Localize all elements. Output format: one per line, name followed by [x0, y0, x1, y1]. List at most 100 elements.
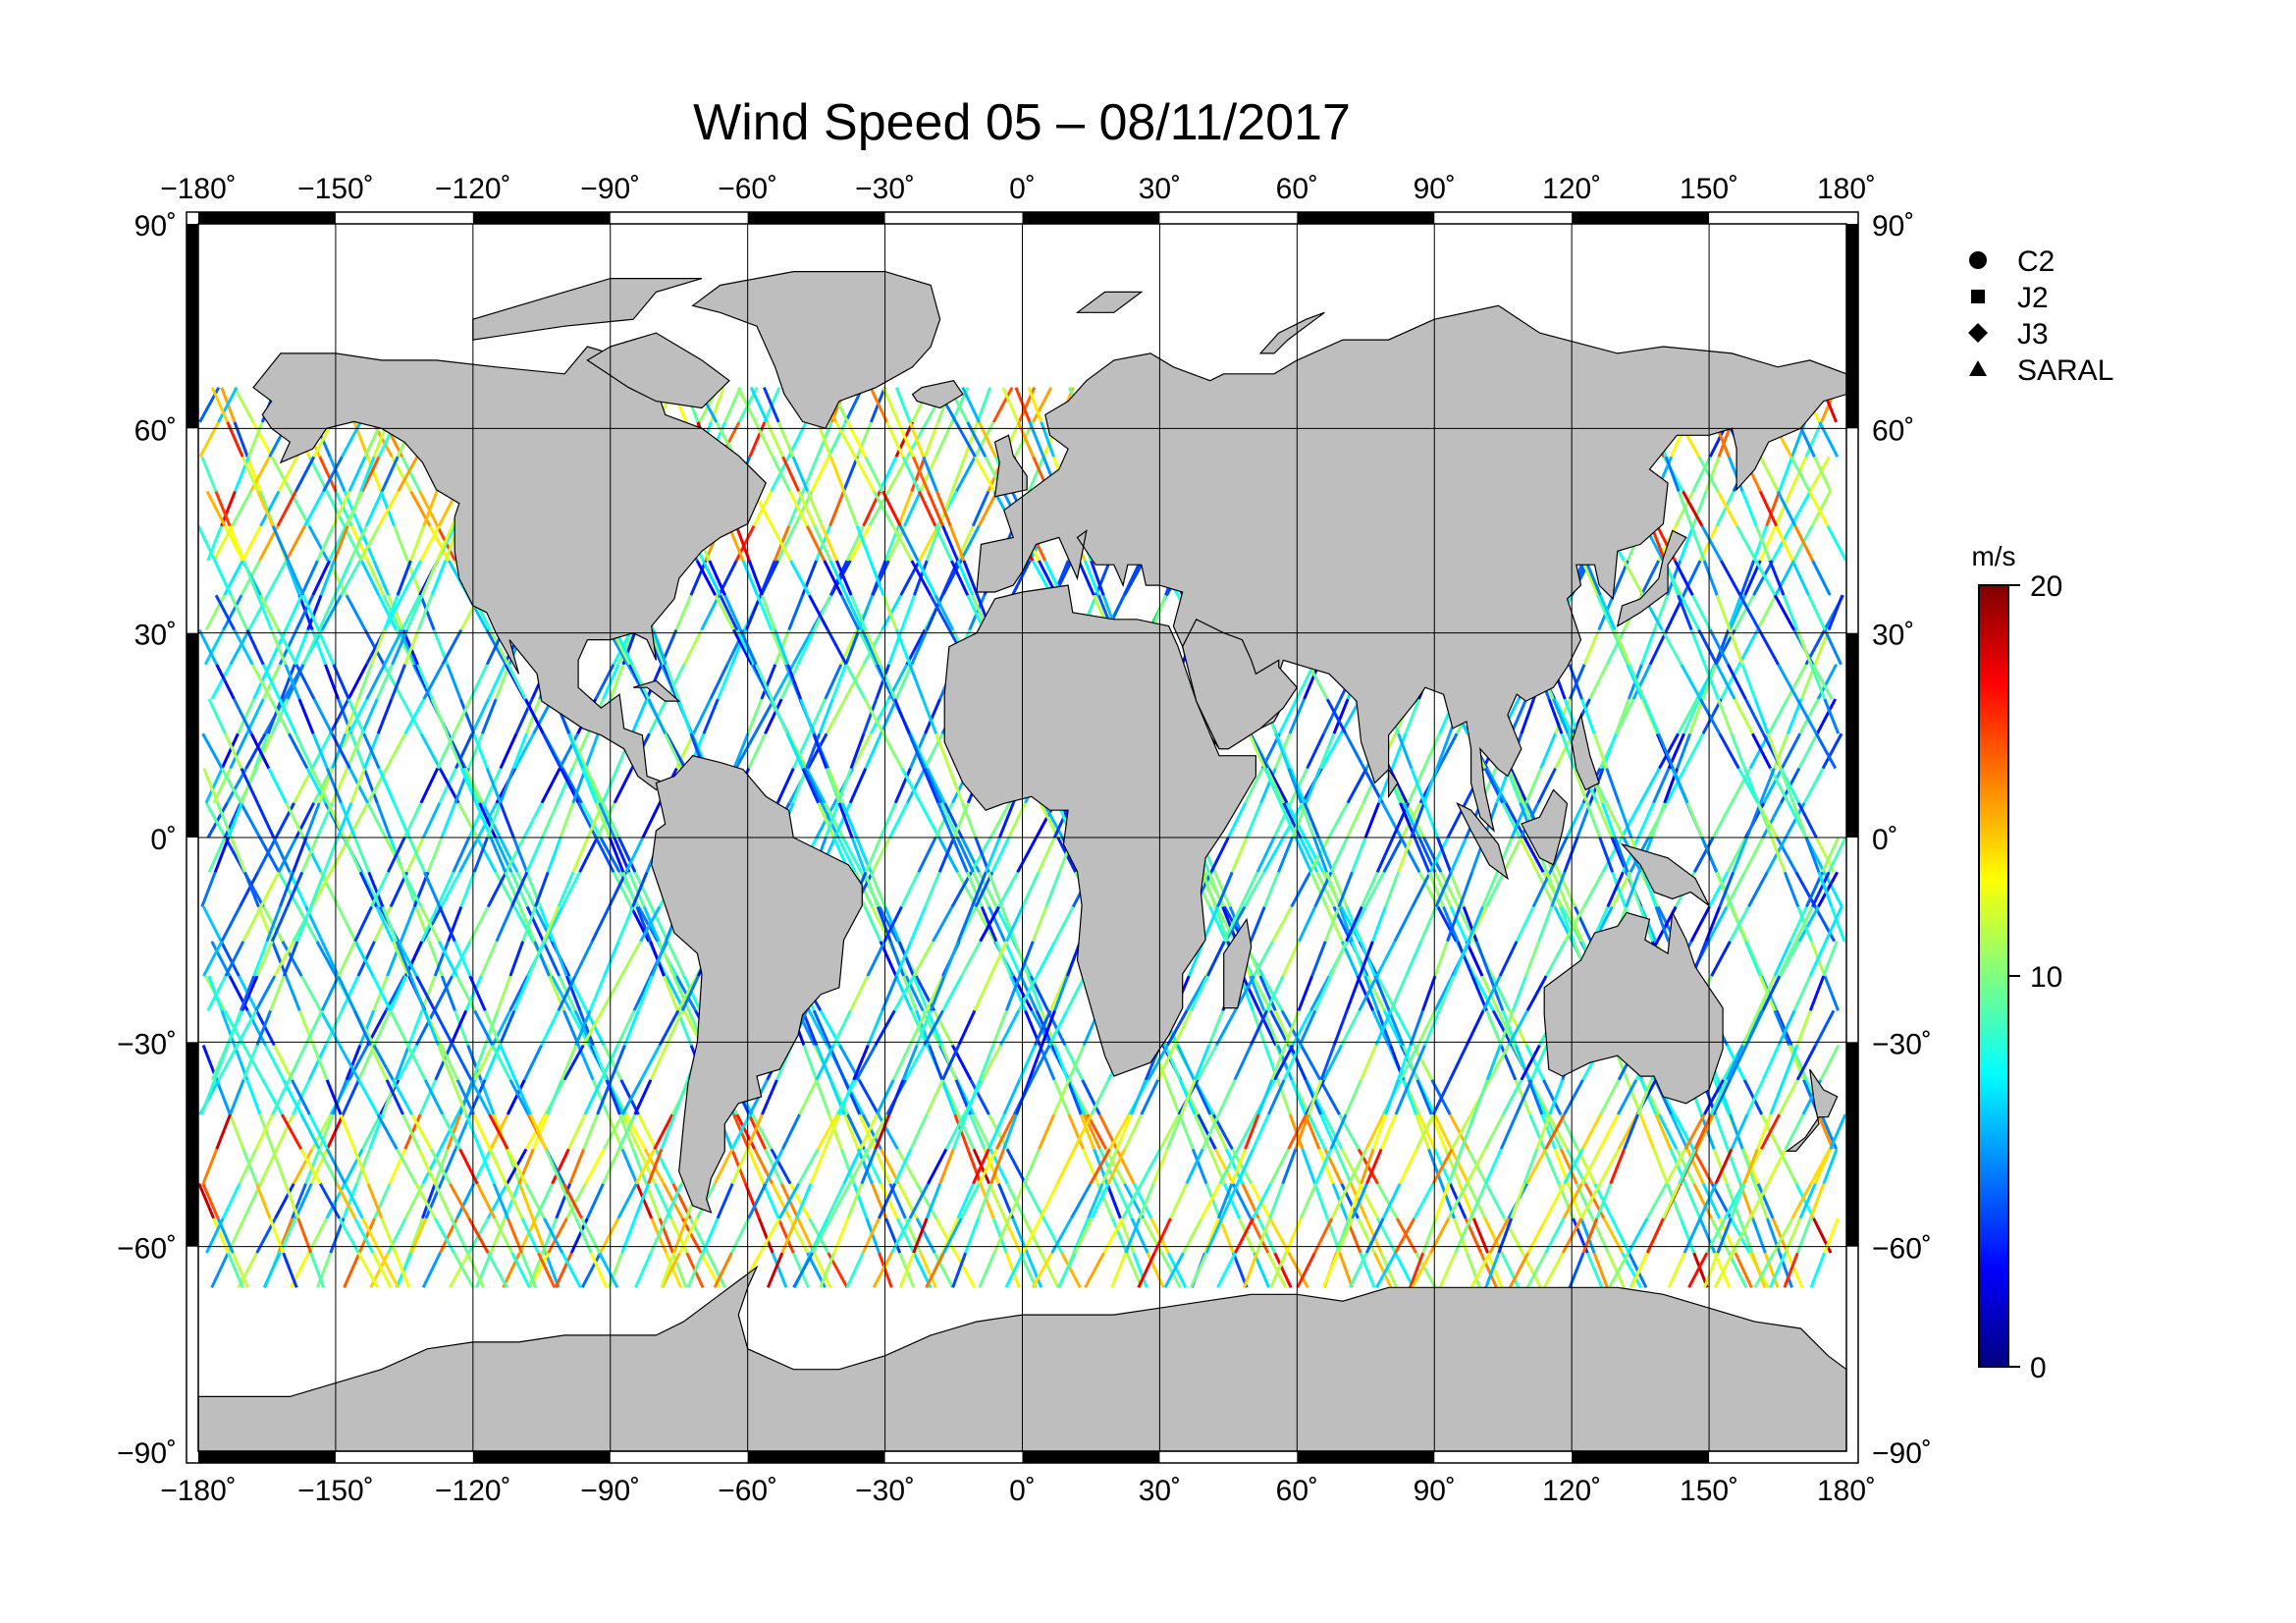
track-segment	[1606, 871, 1625, 908]
track-segment	[860, 1148, 878, 1185]
track-segment	[1436, 837, 1453, 873]
track-segment	[317, 594, 337, 631]
track-segment	[1563, 1079, 1584, 1115]
track-segment	[678, 1217, 699, 1254]
track-segment	[829, 1182, 851, 1219]
track-segment	[1817, 871, 1840, 908]
track-segment	[1786, 664, 1808, 700]
track-segment	[1332, 698, 1350, 734]
track-segment	[581, 767, 598, 804]
track-segment	[828, 1113, 843, 1150]
track-segment	[1499, 1044, 1518, 1081]
track-segment	[864, 837, 882, 873]
track-segment	[1769, 1079, 1786, 1115]
track-segment	[787, 594, 805, 631]
track-segment	[1795, 1217, 1812, 1254]
track-segment	[1402, 1079, 1417, 1115]
track-segment	[1692, 837, 1715, 873]
track-segment	[1682, 1217, 1702, 1254]
track-segment	[1456, 941, 1474, 977]
track-segment	[1361, 871, 1379, 908]
track-segment	[1713, 1252, 1735, 1289]
track-segment	[864, 456, 884, 493]
track-segment	[1375, 837, 1395, 873]
track-segment	[1411, 871, 1432, 908]
track-segment	[229, 628, 251, 666]
track-segment	[1728, 628, 1744, 666]
track-segment	[991, 386, 1014, 423]
lon-tick-label-top: 180˚	[1817, 173, 1876, 205]
track-segment	[1766, 732, 1783, 770]
track-segment	[1138, 1183, 1155, 1219]
track-segment	[1507, 1009, 1529, 1047]
track-segment	[344, 698, 360, 734]
track-segment	[719, 594, 739, 631]
track-segment	[400, 456, 421, 493]
track-segment	[639, 1044, 662, 1081]
track-segment	[695, 560, 718, 596]
track-segment	[272, 837, 292, 873]
track-segment	[347, 698, 366, 734]
track-segment	[1000, 905, 1017, 943]
track-segment	[1215, 905, 1237, 943]
legend-triangle-icon	[1969, 360, 1987, 376]
track-segment	[1714, 1148, 1734, 1185]
track-segment	[1703, 1252, 1720, 1288]
track-segment	[349, 732, 366, 770]
track-segment	[240, 802, 262, 839]
track-segment	[972, 1148, 990, 1185]
track-segment	[1744, 1009, 1765, 1047]
track-segment	[1792, 975, 1812, 1011]
track-segment	[1542, 1252, 1565, 1289]
track-segment	[1331, 871, 1349, 908]
track-segment	[1365, 975, 1386, 1011]
track-segment	[239, 871, 260, 908]
track-segment	[686, 1252, 705, 1288]
track-segment	[294, 664, 316, 700]
track-segment	[1256, 1217, 1277, 1254]
track-segment	[926, 767, 946, 804]
track-segment	[1050, 1217, 1073, 1254]
track-segment	[1454, 1217, 1472, 1254]
track-segment	[1770, 837, 1787, 873]
track-segment	[541, 732, 562, 770]
track-segment	[285, 560, 301, 596]
track-segment	[1345, 905, 1363, 943]
track-segment	[1808, 975, 1826, 1011]
track-segment	[1498, 1009, 1515, 1047]
track-segment	[806, 732, 828, 770]
track-segment	[1089, 1148, 1111, 1185]
track-segment	[278, 871, 295, 908]
track-segment	[1320, 732, 1343, 770]
track-segment	[832, 1217, 850, 1254]
track-segment	[1285, 802, 1307, 839]
track-segment	[1503, 1217, 1524, 1254]
track-segment	[600, 1044, 619, 1081]
track-segment	[914, 975, 936, 1011]
track-segment	[1564, 905, 1585, 943]
track-segment	[1340, 1009, 1362, 1047]
track-segment	[1065, 975, 1087, 1011]
track-segment	[397, 1044, 418, 1081]
track-segment	[1677, 698, 1699, 734]
track-segment	[453, 698, 472, 734]
track-segment	[381, 905, 399, 943]
track-segment	[1563, 698, 1579, 734]
track-segment	[311, 560, 331, 596]
track-segment	[1314, 1148, 1333, 1185]
track-segment	[860, 628, 880, 666]
track-segment	[1243, 1252, 1258, 1288]
track-segment	[791, 456, 810, 493]
track-segment	[842, 490, 859, 527]
track-segment	[856, 421, 873, 458]
track-segment	[632, 975, 653, 1011]
track-segment	[1488, 975, 1505, 1011]
track-segment	[1115, 1113, 1133, 1150]
track-segment	[455, 1182, 476, 1219]
track-segment	[771, 524, 792, 562]
track-segment	[349, 767, 366, 804]
track-segment	[776, 1217, 795, 1254]
track-segment	[213, 560, 233, 596]
track-segment	[1165, 1113, 1183, 1150]
